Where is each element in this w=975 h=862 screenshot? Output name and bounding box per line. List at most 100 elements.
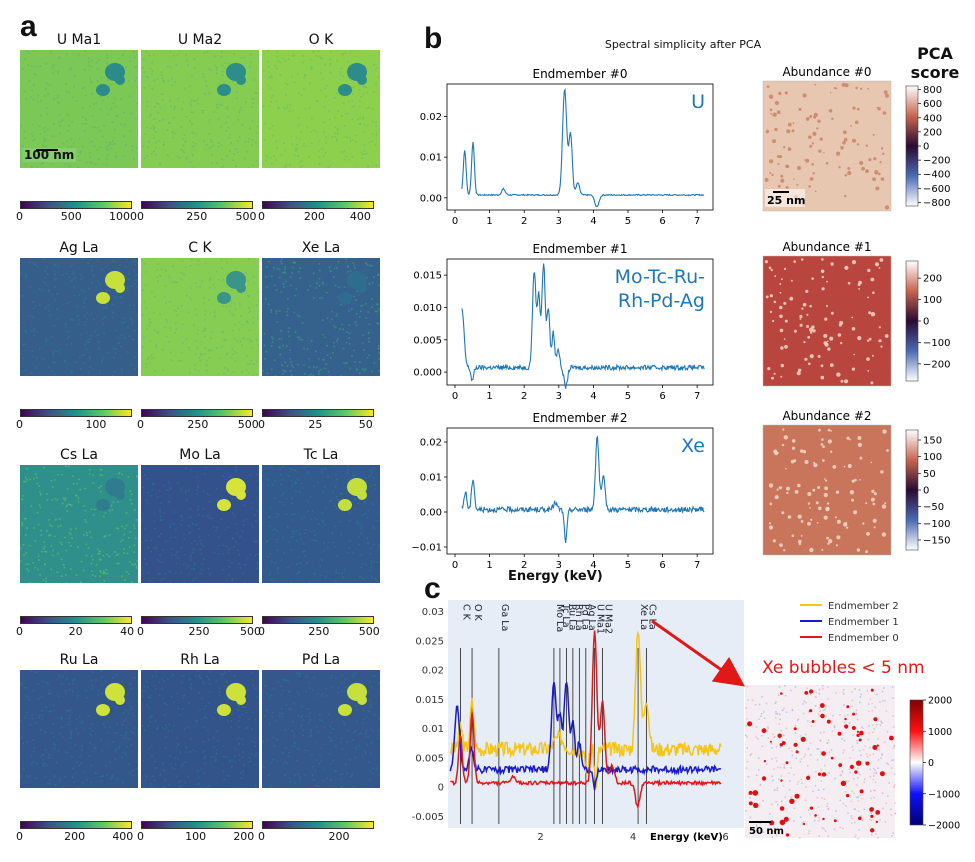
- noise-pixel: [306, 562, 309, 565]
- noise-pixel: [167, 678, 169, 681]
- abundance-spot: [802, 450, 807, 454]
- noise-pixel: [191, 568, 193, 570]
- noise-pixel: [114, 128, 116, 131]
- abundance-spot: [868, 158, 872, 162]
- noise-pixel: [266, 693, 268, 695]
- noise-pixel: [316, 695, 318, 697]
- noise-pixel: [330, 779, 332, 781]
- noise-pixel: [763, 717, 766, 719]
- peak-marker-label: Ga La: [499, 604, 510, 631]
- noise-pixel: [290, 364, 293, 367]
- colorbar-tick-label: 0: [137, 210, 144, 223]
- abundance-spot: [809, 507, 811, 509]
- noise-pixel: [142, 486, 144, 489]
- noise-pixel: [223, 81, 226, 84]
- noise-pixel: [74, 772, 77, 775]
- noise-pixel: [45, 580, 48, 583]
- noise-pixel: [349, 270, 352, 272]
- noise-pixel: [77, 54, 80, 57]
- noise-pixel: [828, 772, 830, 774]
- noise-pixel: [45, 107, 48, 109]
- noise-pixel: [221, 346, 223, 348]
- noise-pixel: [371, 772, 374, 775]
- noise-pixel: [62, 497, 65, 500]
- noise-pixel: [298, 92, 300, 95]
- noise-pixel: [797, 719, 799, 722]
- abundance-spot: [823, 478, 826, 480]
- noise-pixel: [150, 745, 153, 747]
- noise-pixel: [94, 126, 96, 128]
- noise-pixel: [759, 822, 761, 825]
- noise-pixel: [351, 774, 354, 777]
- noise-pixel: [109, 147, 112, 150]
- noise-pixel: [133, 304, 135, 307]
- noise-pixel: [145, 271, 147, 273]
- noise-pixel: [171, 554, 173, 556]
- noise-pixel: [254, 92, 257, 94]
- plot-frame: [446, 83, 714, 211]
- noise-pixel: [826, 742, 828, 744]
- noise-pixel: [170, 105, 172, 107]
- noise-pixel: [850, 815, 852, 817]
- noise-pixel: [86, 534, 88, 536]
- noise-pixel: [108, 698, 110, 700]
- noise-pixel: [68, 683, 70, 685]
- noise-pixel: [216, 66, 218, 69]
- noise-pixel: [211, 154, 213, 156]
- noise-pixel: [231, 759, 233, 762]
- noise-pixel: [277, 513, 280, 516]
- noise-pixel: [136, 102, 138, 105]
- noise-pixel: [162, 79, 164, 81]
- abundance-spot: [813, 463, 818, 468]
- abundance-spot: [777, 184, 781, 188]
- noise-pixel: [198, 514, 200, 516]
- noise-pixel: [42, 763, 44, 765]
- y-tick-label: 0.005: [415, 753, 444, 764]
- abundance-spot: [808, 185, 811, 188]
- noise-pixel: [89, 141, 91, 143]
- precipitate-blob: [338, 84, 352, 96]
- noise-pixel: [47, 304, 49, 307]
- noise-pixel: [254, 141, 257, 144]
- noise-pixel: [145, 563, 148, 566]
- noise-pixel: [374, 144, 377, 146]
- noise-pixel: [48, 310, 51, 312]
- noise-pixel: [180, 546, 182, 549]
- elemental-map-image: [20, 258, 138, 376]
- noise-pixel: [761, 696, 763, 698]
- noise-pixel: [255, 540, 258, 543]
- abundance-spot: [779, 328, 784, 333]
- noise-pixel: [802, 703, 804, 705]
- noise-pixel: [353, 105, 355, 107]
- noise-pixel: [206, 51, 209, 53]
- y-tick-label: 0.01: [420, 153, 442, 164]
- noise-pixel: [220, 518, 222, 521]
- y-tick-label: −0.01: [411, 543, 442, 554]
- noise-pixel: [275, 288, 278, 291]
- map-title-u-ma2: U Ma2: [177, 32, 223, 48]
- cbar-tick-label: 100: [923, 295, 942, 306]
- noise-pixel: [286, 107, 289, 109]
- noise-pixel: [250, 753, 253, 756]
- noise-pixel: [63, 359, 66, 362]
- noise-pixel: [101, 474, 104, 476]
- noise-pixel: [321, 693, 324, 695]
- noise-pixel: [91, 570, 93, 572]
- noise-pixel: [20, 719, 22, 722]
- noise-pixel: [329, 737, 332, 740]
- abundance-title: Abundance #0: [782, 65, 871, 79]
- noise-pixel: [360, 305, 362, 307]
- abundance-spot: [779, 283, 782, 285]
- abundance-spot: [836, 535, 841, 540]
- abundance-spot: [866, 532, 870, 536]
- x-tick-label: 2: [521, 391, 527, 402]
- noise-pixel: [333, 276, 335, 278]
- noise-pixel: [871, 724, 874, 726]
- noise-pixel: [365, 512, 368, 515]
- noise-pixel: [812, 790, 814, 792]
- noise-pixel: [324, 524, 326, 526]
- xe-bubble-spot: [814, 814, 817, 817]
- x-tick-label: 7: [694, 216, 700, 227]
- noise-pixel: [143, 300, 145, 303]
- xe-bubble-spot: [845, 793, 850, 798]
